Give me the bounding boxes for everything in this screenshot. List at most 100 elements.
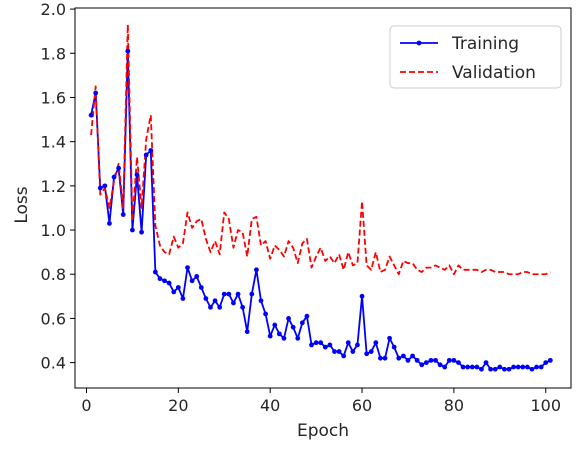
data-point-training [378, 355, 383, 361]
data-point-training [97, 185, 103, 191]
data-point-training [235, 291, 241, 297]
data-point-training [231, 300, 236, 306]
data-point-training [543, 360, 549, 365]
data-point-training [240, 304, 246, 310]
data-point-training [309, 342, 314, 348]
data-point-training [295, 335, 301, 341]
y-tick-label: 1.4 [41, 133, 66, 152]
data-point-training [529, 366, 535, 372]
data-point-training [405, 357, 411, 363]
data-point-training [203, 296, 209, 301]
data-point-training [391, 344, 397, 350]
data-point-training [469, 364, 475, 370]
data-point-training [520, 364, 526, 370]
x-tick-label: 40 [260, 396, 280, 415]
y-tick-label: 0.8 [41, 265, 66, 284]
data-point-training [263, 311, 268, 317]
data-point-training [446, 357, 452, 363]
data-point-training [479, 366, 484, 372]
data-point-training [107, 221, 112, 226]
data-point-training [341, 353, 347, 359]
data-point-training [185, 265, 190, 270]
data-point-training [267, 333, 273, 339]
legend-label-training: Training [451, 34, 519, 54]
data-point-training [286, 316, 291, 321]
data-point-training [332, 349, 337, 354]
x-tick-label: 20 [168, 396, 188, 415]
data-point-training [208, 304, 213, 310]
data-point-training [497, 364, 503, 370]
plot-markers [88, 48, 553, 372]
data-point-training [276, 331, 282, 337]
data-point-training [249, 291, 255, 297]
data-point-training [396, 355, 402, 361]
data-point-training [116, 165, 122, 171]
data-point-training [419, 362, 425, 368]
data-point-training [492, 366, 498, 372]
data-point-training [254, 267, 259, 273]
data-point-training [373, 340, 379, 346]
data-point-training [456, 360, 461, 365]
data-point-training [387, 335, 392, 341]
data-point-training [442, 364, 448, 370]
data-point-training [143, 152, 149, 158]
data-point-training [359, 293, 365, 299]
y-tick-label: 0.4 [41, 354, 66, 373]
data-point-training [281, 335, 287, 341]
data-point-training [175, 285, 181, 290]
data-point-training [125, 48, 131, 54]
y-axis-ticks: 0.4 0.6 0.8 1.0 1.2 1.4 1.6 1.8 2.0 [41, 0, 75, 373]
data-point-training [134, 172, 140, 178]
data-point-training [217, 304, 223, 310]
data-point-training [93, 90, 99, 96]
data-point-training [244, 329, 250, 335]
data-point-training [538, 364, 544, 370]
data-point-training [152, 269, 158, 275]
data-point-training [322, 344, 328, 350]
data-point-training [511, 364, 516, 370]
y-tick-label: 1.2 [41, 177, 66, 196]
data-point-training [162, 278, 167, 284]
data-point-training [423, 360, 429, 365]
data-point-training [350, 349, 356, 354]
data-point-training [547, 357, 553, 363]
data-point-training [465, 364, 471, 370]
data-point-training [474, 364, 480, 370]
data-point-training [180, 296, 186, 301]
data-point-training [198, 285, 204, 290]
y-tick-label: 1.0 [41, 221, 66, 240]
data-point-training [221, 291, 227, 297]
data-point-training [524, 364, 530, 370]
data-point-training [433, 357, 438, 363]
series-line-training [90, 50, 551, 371]
series-line-validation [90, 23, 551, 276]
y-tick-label: 1.6 [41, 88, 66, 107]
data-point-training [502, 366, 507, 372]
data-point-training [460, 364, 466, 370]
data-point-training [189, 278, 195, 284]
data-point-training [304, 313, 310, 319]
x-tick-label: 80 [444, 396, 464, 415]
data-point-training [130, 227, 135, 233]
data-point-training [318, 340, 324, 346]
data-point-training [272, 322, 278, 328]
x-tick-label: 60 [352, 396, 372, 415]
x-axis-label: Epoch [297, 421, 349, 441]
data-point-training [194, 274, 200, 279]
data-point-training [299, 320, 305, 326]
data-point-training [157, 276, 163, 282]
data-point-training [88, 112, 94, 118]
data-point-training [534, 364, 539, 370]
data-point-training [382, 355, 388, 361]
y-tick-label: 0.6 [41, 309, 66, 328]
x-axis-ticks: 0 20 40 60 80 100 [81, 388, 561, 415]
data-point-training [102, 183, 108, 189]
data-point-training [437, 362, 443, 368]
data-point-training [166, 280, 172, 286]
data-point-training [410, 353, 415, 359]
data-point-training [488, 366, 494, 372]
data-point-training [364, 351, 370, 357]
data-point-training [148, 148, 154, 153]
data-point-training [171, 289, 177, 295]
